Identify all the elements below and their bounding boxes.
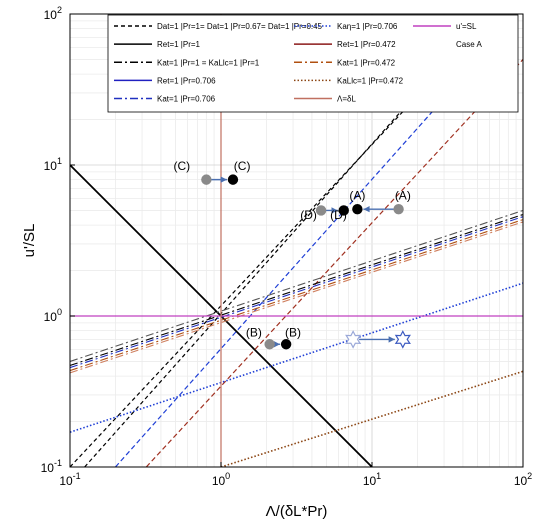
point-arrow-1-head	[363, 206, 370, 213]
point-label: (D)	[330, 208, 347, 222]
series-line-dat-pr472	[145, 59, 523, 467]
series-line-dat-pr1	[70, 47, 464, 467]
end-point-1	[352, 203, 363, 215]
case-a-arrow-head	[388, 336, 395, 343]
x-axis-label: Λ/(δL*Pr)	[266, 503, 328, 520]
series-line-ka-eta-706	[70, 282, 523, 433]
legend-label-ka472: Kat=1 |Pr=0.472	[337, 58, 396, 67]
point-label: (A)	[349, 189, 365, 203]
end-point-2	[338, 205, 349, 216]
point-label: (A)	[395, 189, 411, 203]
x-tick-exponent: 2	[527, 471, 532, 481]
point-label: (C)	[173, 159, 190, 173]
legend-label-da1: Dat=1 |Pr=1= Dat=1 |Pr=0.67= Dat=1 |Pr=0…	[157, 22, 323, 31]
y-axis-label: u'/SL	[21, 224, 38, 258]
legend-label-kallc472: KaLlc=1 |Pr=0.472	[337, 76, 404, 85]
legend-label-ka706: Kat=1 |Pr=0.706	[157, 95, 216, 104]
end-point-0	[227, 174, 239, 185]
point-arrow-3-head	[273, 341, 281, 348]
y-tick-exponent: 0	[57, 307, 62, 317]
point-arrow-0-head	[220, 176, 227, 183]
point-arrow-2-head	[331, 207, 338, 214]
legend-box	[107, 14, 519, 113]
legend-label-re472: Ret=1 |Pr=0.472	[337, 40, 396, 49]
legend-label-lambda: Λ=δL	[337, 95, 356, 104]
point-label: (B)	[285, 326, 301, 340]
y-tick-exponent: 2	[57, 5, 62, 15]
start-point-3	[264, 339, 275, 350]
series-line-dat-pr706	[115, 47, 490, 467]
case-a-end-star	[394, 330, 411, 349]
plot-frame	[69, 13, 524, 468]
case-a-start-star	[345, 330, 362, 349]
start-point-2	[315, 205, 327, 216]
legend-label-re1: Ret=1 |Pr=1	[157, 40, 201, 49]
x-tick-exponent: 0	[225, 471, 230, 481]
point-label: (C)	[234, 159, 251, 173]
legend: Dat=1 |Pr=1= Dat=1 |Pr=0.67= Dat=1 |Pr=0…	[107, 14, 519, 113]
start-point-0	[201, 174, 212, 185]
y-tick-exponent: 1	[57, 156, 62, 166]
y-tick-exponent: -1	[54, 458, 62, 468]
legend-label-ust: u'=SL	[456, 22, 477, 31]
legend-label-ka1: Kat=1 |Pr=1 = KaLlc=1 |Pr=1	[157, 58, 260, 67]
x-tick-exponent: 1	[376, 471, 381, 481]
series-line-dat-pr2	[84, 47, 459, 467]
start-point-1	[393, 203, 404, 215]
series-line-kallc-472	[220, 370, 523, 467]
x-tick-exponent: -1	[73, 471, 81, 481]
end-point-3	[280, 339, 292, 350]
point-label: (D)	[300, 208, 317, 222]
legend-label-ka-eta: Kaη=1 |Pr=0.706	[337, 22, 398, 31]
legend-label-casea: Case A	[456, 40, 482, 49]
legend-label-re706: Ret=1 |Pr=0.706	[157, 76, 216, 85]
series-layer	[70, 14, 523, 467]
point-label: (B)	[246, 326, 262, 340]
